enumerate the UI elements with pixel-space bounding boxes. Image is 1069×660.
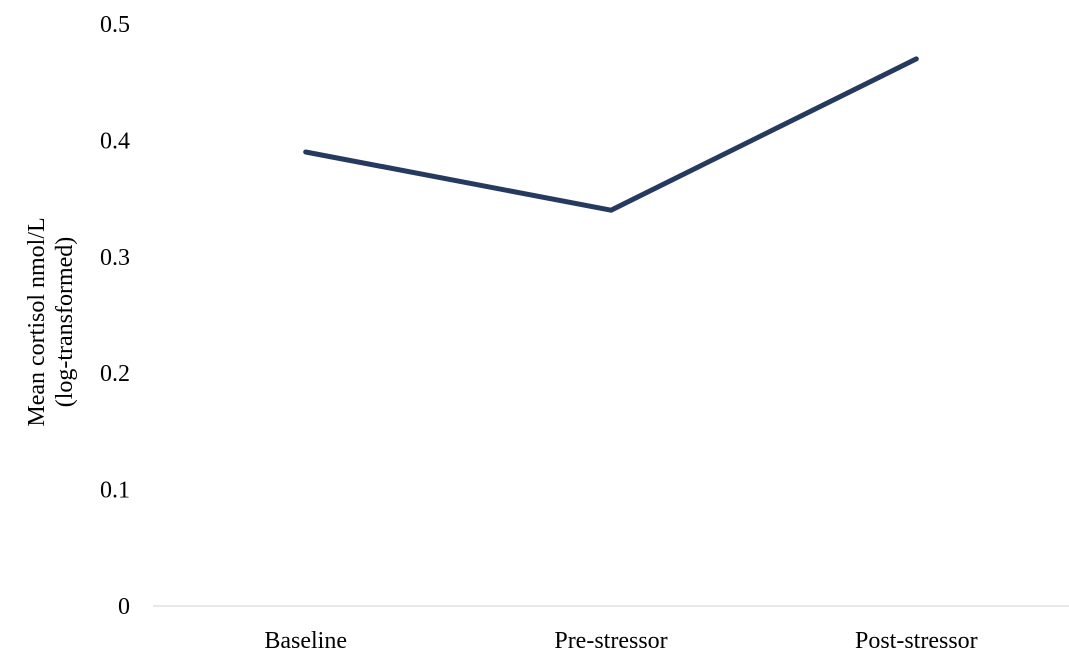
y-tick-label: 0.4 (100, 128, 130, 154)
x-tick-label: Pre-stressor (554, 628, 667, 654)
y-axis-tick-labels: 0 0.1 0.2 0.3 0.4 0.5 (100, 12, 130, 620)
x-tick-label: Baseline (264, 628, 347, 654)
y-axis-title-line-2: (log-transformed) (52, 237, 78, 408)
y-axis-title: Mean cortisol nmol/L (log-transformed) (24, 217, 78, 426)
x-axis-tick-labels: Baseline Pre-stressor Post-stressor (264, 628, 977, 654)
x-tick-label: Post-stressor (855, 628, 978, 654)
y-tick-label: 0.5 (100, 12, 130, 38)
y-tick-label: 0.2 (100, 361, 130, 387)
y-tick-label: 0.3 (100, 245, 130, 271)
series-line (303, 56, 919, 213)
y-tick-label: 0 (118, 594, 130, 620)
y-axis-title-line-1: Mean cortisol nmol/L (24, 217, 50, 426)
series-layer (303, 56, 919, 213)
y-tick-label: 0.1 (100, 478, 130, 504)
